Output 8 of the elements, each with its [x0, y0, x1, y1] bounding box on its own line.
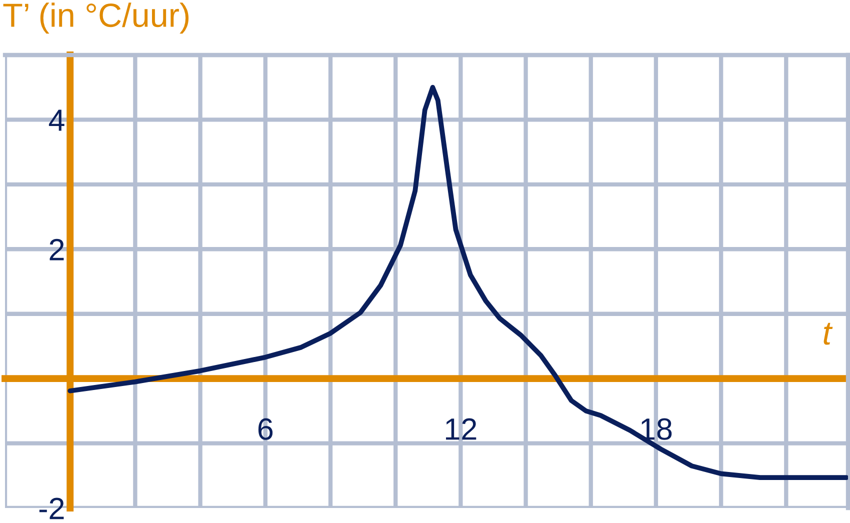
- y-tick-label: 4: [48, 110, 64, 131]
- y-tick-label: -2: [39, 498, 64, 520]
- x-axis-title: t: [824, 322, 833, 345]
- line-series: [68, 84, 848, 480]
- y-axis-title: T’ (in °C/uur): [3, 2, 189, 34]
- y-tick-label: 2: [50, 238, 64, 260]
- x-tick-label: 12: [446, 418, 476, 440]
- x-tick-label: 6: [258, 418, 273, 440]
